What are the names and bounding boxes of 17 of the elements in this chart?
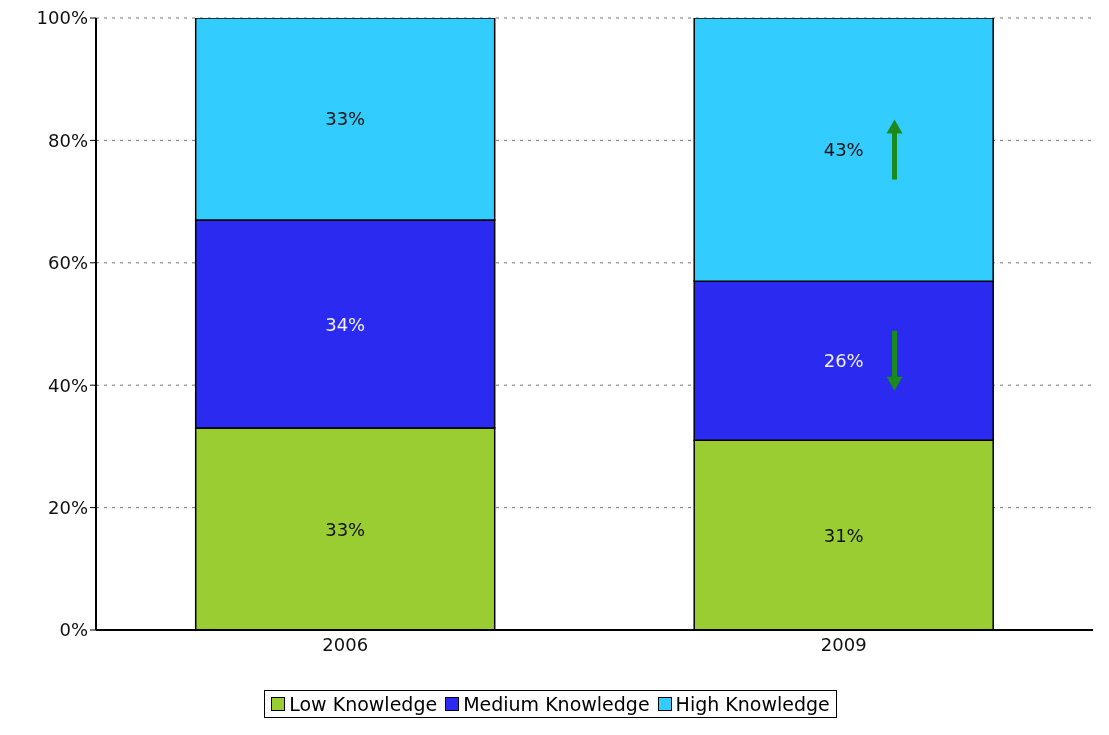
y-tick-label: 80% <box>47 129 88 151</box>
y-tick-label: 0% <box>59 619 88 641</box>
data-label: 26% <box>823 350 864 372</box>
y-tick-label: 100% <box>36 7 88 29</box>
data-label: 43% <box>823 139 864 161</box>
legend-label: Medium Knowledge <box>462 693 650 715</box>
y-tick-label: 40% <box>47 374 88 396</box>
data-label: 33% <box>325 518 366 540</box>
x-tick-label: 2009 <box>820 633 867 655</box>
data-label: 31% <box>823 524 864 546</box>
data-label: 33% <box>325 108 366 130</box>
data-label: 34% <box>325 313 366 335</box>
legend-label: High Knowledge <box>674 693 830 715</box>
x-tick-label: 2006 <box>322 633 369 655</box>
y-tick-label: 20% <box>47 496 88 518</box>
y-tick-label: 60% <box>47 252 88 274</box>
legend-label: Low Knowledge <box>288 693 438 715</box>
